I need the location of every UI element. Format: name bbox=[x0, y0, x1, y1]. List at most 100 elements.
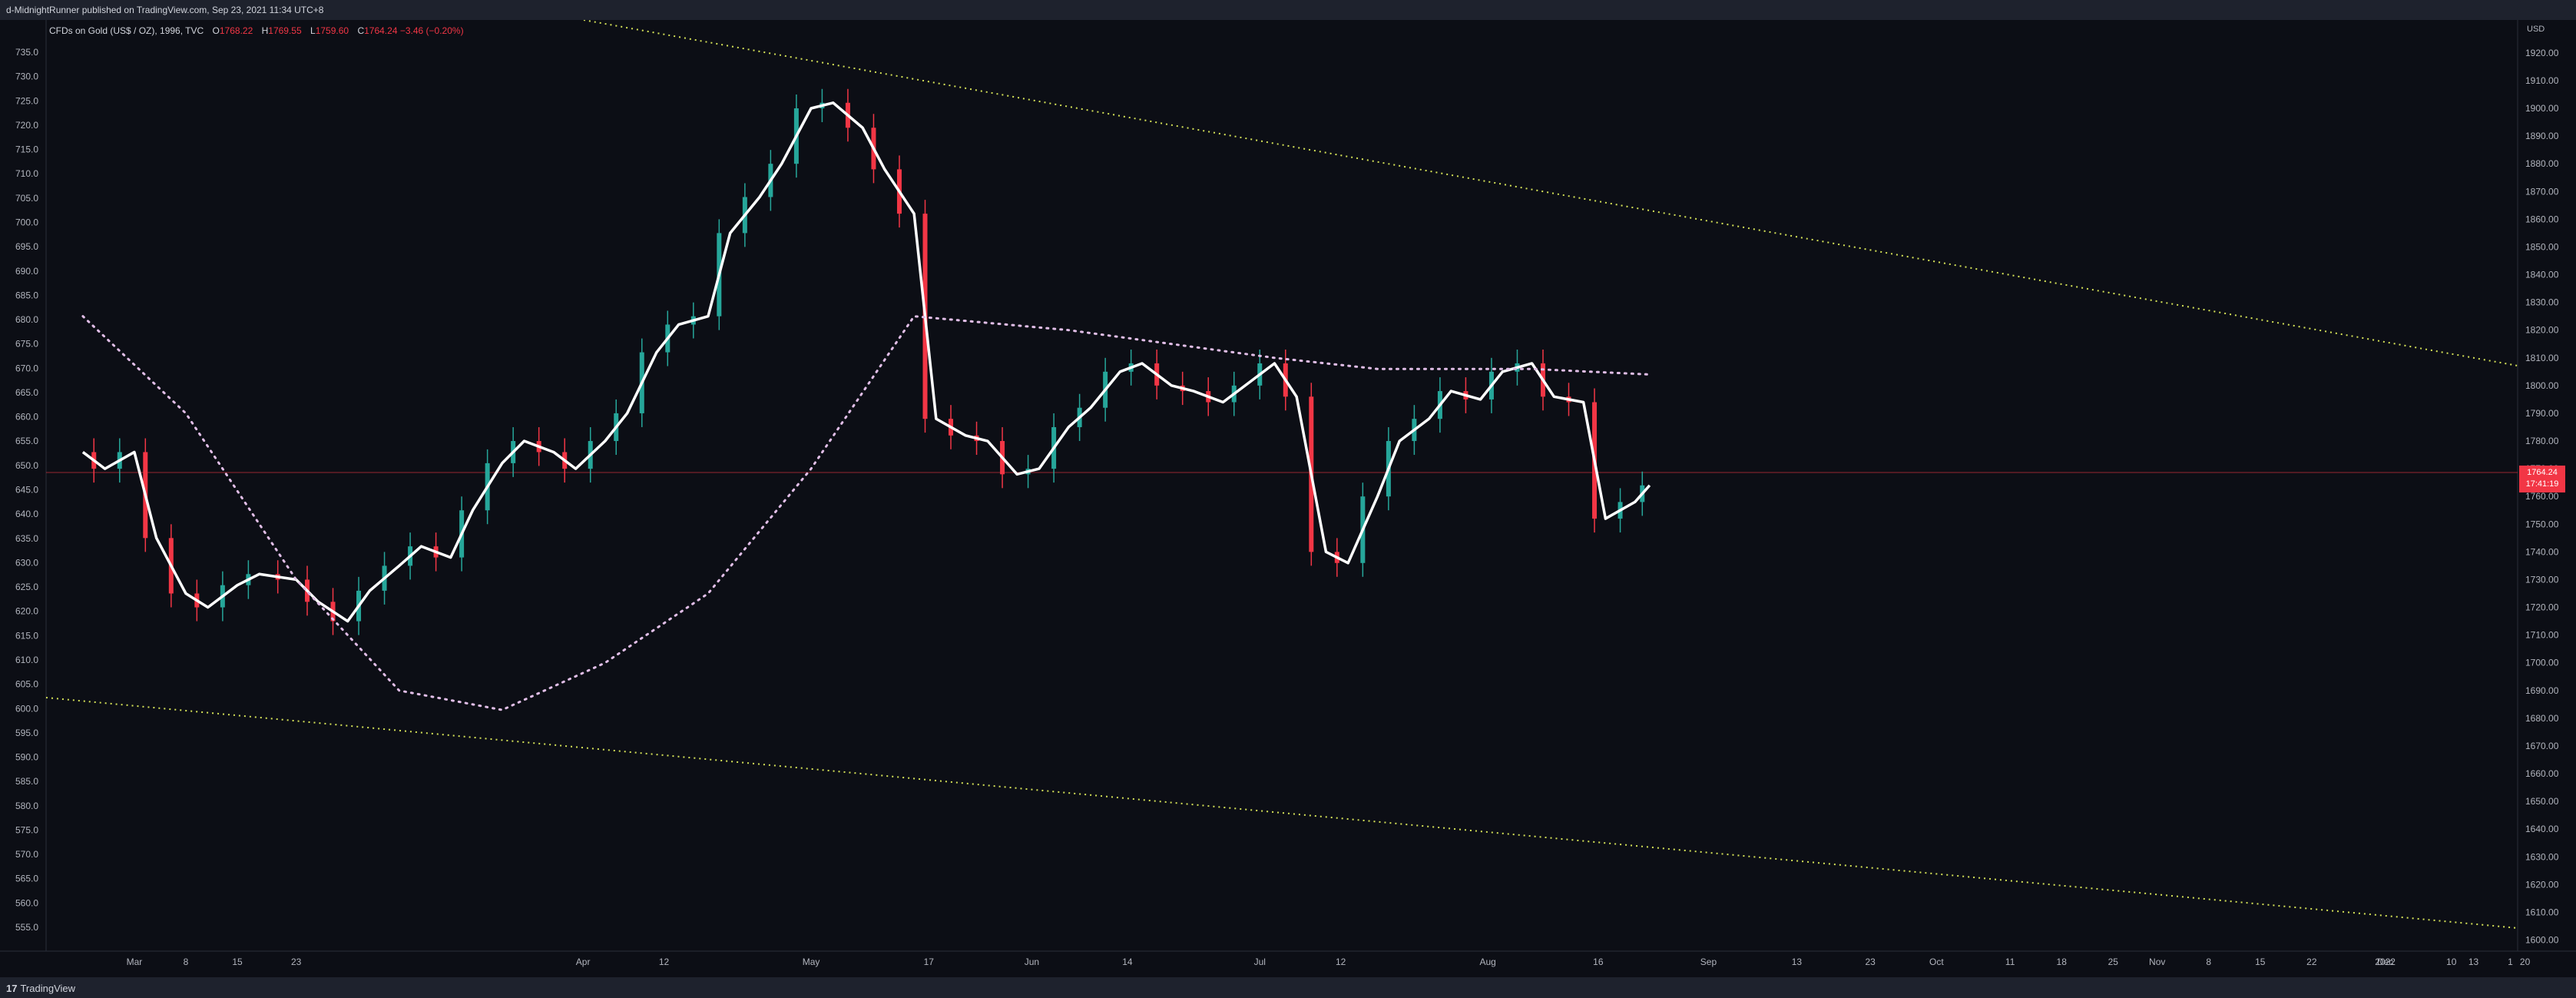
last-price-value: 1764.24 bbox=[2527, 468, 2558, 477]
time-tick-label: 18 bbox=[2057, 957, 2068, 967]
left-tick-label: 565.0 bbox=[15, 874, 38, 884]
tradingview-logo[interactable]: 17 TradingView bbox=[6, 983, 75, 994]
left-tick-label: 680.0 bbox=[15, 314, 38, 325]
top-bar: d-MidnightRunner published on TradingVie… bbox=[0, 0, 2576, 20]
right-tick-label: 1650.00 bbox=[2525, 796, 2559, 807]
time-tick-label: Sep bbox=[1700, 957, 1717, 967]
left-tick-label: 660.0 bbox=[15, 412, 38, 423]
brand-name: TradingView bbox=[20, 983, 76, 994]
lower-trendline[interactable] bbox=[45, 697, 2518, 929]
right-axis: 1600.00 1610.00 1620.00 1630.00 1640.00 1650.… bbox=[2525, 48, 2559, 946]
left-tick-label: 650.0 bbox=[15, 460, 38, 471]
time-tick-label: Jun bbox=[1025, 957, 1039, 967]
last-price-tag: 1764.24 17:41:19 bbox=[2519, 466, 2565, 492]
right-tick-label: 1920.00 bbox=[2525, 48, 2559, 58]
left-tick-label: 580.0 bbox=[15, 801, 38, 811]
high-label: H bbox=[261, 25, 269, 36]
left-tick-label: 570.0 bbox=[15, 849, 38, 860]
right-tick-label: 1860.00 bbox=[2525, 214, 2559, 224]
time-tick-label: 23 bbox=[1866, 957, 1876, 967]
countdown-value: 17:41:19 bbox=[2525, 479, 2559, 489]
right-tick-label: 1810.00 bbox=[2525, 353, 2559, 363]
time-tick-label: 25 bbox=[2108, 957, 2119, 967]
right-tick-label: 1910.00 bbox=[2525, 75, 2559, 86]
right-tick-label: 1640.00 bbox=[2525, 824, 2559, 834]
close-value: 1764.24 bbox=[364, 25, 398, 36]
left-tick-label: 620.0 bbox=[15, 606, 38, 617]
logo-mark: 17 bbox=[6, 983, 18, 994]
right-tick-label: 1690.00 bbox=[2525, 685, 2559, 696]
right-tick-label: 1880.00 bbox=[2525, 158, 2559, 169]
time-tick-label: 10 bbox=[2446, 957, 2457, 967]
left-tick-label: 555.0 bbox=[15, 922, 38, 933]
left-tick-label: 600.0 bbox=[15, 703, 38, 714]
right-tick-label: 1890.00 bbox=[2525, 131, 2559, 141]
right-tick-label: 1710.00 bbox=[2525, 630, 2559, 641]
series-layer bbox=[81, 101, 1651, 711]
right-tick-label: 1840.00 bbox=[2525, 270, 2559, 280]
time-tick-label: 1 bbox=[2508, 957, 2513, 967]
publisher-text: d-MidnightRunner published on TradingVie… bbox=[6, 5, 324, 15]
left-tick-label: 730.0 bbox=[15, 71, 38, 82]
right-tick-label: 1900.00 bbox=[2525, 103, 2559, 114]
time-tick-label: 15 bbox=[2255, 957, 2266, 967]
right-tick-label: 1700.00 bbox=[2525, 658, 2559, 668]
time-tick-label: Mar bbox=[127, 957, 143, 967]
right-tick-label: 1620.00 bbox=[2525, 879, 2559, 890]
right-tick-label: 1830.00 bbox=[2525, 297, 2559, 308]
high-value: 1769.55 bbox=[268, 25, 302, 36]
left-tick-label: 595.0 bbox=[15, 728, 38, 738]
price-chart[interactable]: 555.0 560.0 565.0 570.0 575.0 580.0 585.0 590.0… bbox=[0, 20, 2576, 977]
time-tick-label: May bbox=[803, 957, 820, 967]
left-tick-label: 630.0 bbox=[15, 557, 38, 568]
right-tick-label: 1610.00 bbox=[2525, 907, 2559, 917]
left-tick-label: 655.0 bbox=[15, 436, 38, 446]
time-tick-label: 13 bbox=[1792, 957, 1803, 967]
right-tick-label: 1600.00 bbox=[2525, 935, 2559, 946]
right-tick-label: 1780.00 bbox=[2525, 436, 2559, 446]
symbol-legend: CFDs on Gold (US$ / OZ), 1996, TVC O1768… bbox=[49, 25, 464, 36]
currency-label: USD bbox=[2527, 25, 2545, 34]
left-tick-label: 725.0 bbox=[15, 95, 38, 106]
left-tick-label: 695.0 bbox=[15, 241, 38, 252]
time-tick-label: 13 bbox=[2468, 957, 2479, 967]
time-tick-label: 17 bbox=[924, 957, 935, 967]
left-tick-label: 605.0 bbox=[15, 679, 38, 690]
left-tick-label: 585.0 bbox=[15, 776, 38, 787]
right-tick-label: 1870.00 bbox=[2525, 186, 2559, 197]
right-tick-label: 1760.00 bbox=[2525, 491, 2559, 502]
right-tick-label: 1630.00 bbox=[2525, 851, 2559, 862]
close-label: C bbox=[357, 25, 365, 36]
right-tick-label: 1740.00 bbox=[2525, 546, 2559, 557]
left-tick-label: 645.0 bbox=[15, 485, 38, 496]
right-tick-label: 1680.00 bbox=[2525, 713, 2559, 724]
time-tick-label: 8 bbox=[2206, 957, 2211, 967]
time-tick-label: 22 bbox=[2306, 957, 2317, 967]
low-value: 1759.60 bbox=[315, 25, 349, 36]
time-tick-label: 12 bbox=[1336, 957, 1346, 967]
change-value: −3.46 (−0.20%) bbox=[399, 25, 464, 36]
left-tick-label: 560.0 bbox=[15, 897, 38, 908]
left-tick-label: 615.0 bbox=[15, 630, 38, 641]
right-tick-label: 1670.00 bbox=[2525, 741, 2559, 751]
time-tick-label: Nov bbox=[2149, 957, 2165, 967]
right-tick-label: 1850.00 bbox=[2525, 241, 2559, 252]
left-tick-label: 715.0 bbox=[15, 144, 38, 155]
upper-trendline[interactable] bbox=[583, 20, 2518, 366]
time-axis: Mar 8 15 23 Apr 12 May 17 Jun 14 Jul 12 Aug 16 Sep 13 23… bbox=[127, 957, 2531, 967]
slow-ma-line bbox=[81, 315, 1651, 711]
time-tick-label: 23 bbox=[291, 957, 302, 967]
time-tick-label: 16 bbox=[1593, 957, 1604, 967]
open-value: 1768.22 bbox=[219, 25, 253, 36]
time-tick-label: Aug bbox=[1479, 957, 1495, 967]
right-tick-label: 1720.00 bbox=[2525, 602, 2559, 613]
time-tick-label: Oct bbox=[1929, 957, 1944, 967]
left-tick-label: 720.0 bbox=[15, 120, 38, 131]
right-tick-label: 1790.00 bbox=[2525, 408, 2559, 419]
time-tick-label: Apr bbox=[576, 957, 591, 967]
time-tick-label: Jul bbox=[1254, 957, 1266, 967]
left-tick-label: 710.0 bbox=[15, 168, 38, 179]
left-tick-label: 590.0 bbox=[15, 752, 38, 763]
left-axis: 555.0 560.0 565.0 570.0 575.0 580.0 585.0 590.0… bbox=[15, 47, 38, 933]
time-tick-label: 11 bbox=[2005, 957, 2015, 967]
